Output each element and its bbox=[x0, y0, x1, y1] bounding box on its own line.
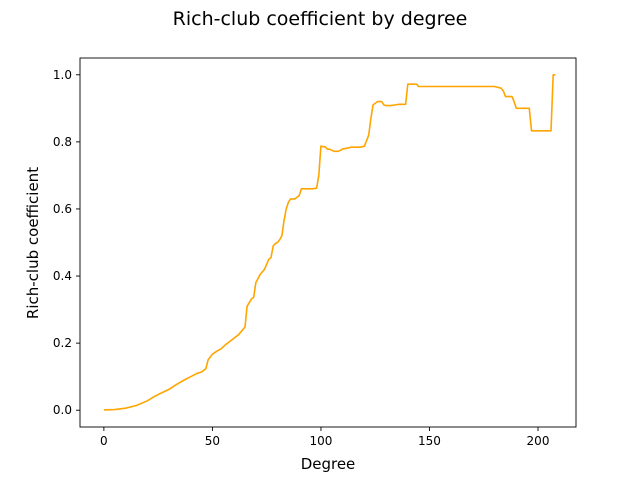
x-tick-label-1: 50 bbox=[205, 434, 220, 448]
y-tick-label-1: 0.2 bbox=[53, 336, 72, 350]
y-tick-label-4: 0.8 bbox=[53, 135, 72, 149]
y-tick-label-5: 1.0 bbox=[53, 68, 72, 82]
x-tick-label-0: 0 bbox=[100, 434, 108, 448]
plot-frame bbox=[79, 57, 577, 428]
chart-title: Rich-club coefficient by degree bbox=[172, 8, 468, 30]
y-tick-label-0: 0.0 bbox=[53, 403, 72, 417]
y-tick-label-2: 0.4 bbox=[53, 269, 72, 283]
x-axis-label: Degree bbox=[300, 455, 356, 473]
y-axis-label: Rich-club coefficient bbox=[24, 166, 42, 320]
x-tick-label-3: 150 bbox=[418, 434, 441, 448]
y-tick-label-3: 0.6 bbox=[53, 202, 72, 216]
series-line-0 bbox=[103, 74, 556, 411]
x-tick-label-4: 200 bbox=[527, 434, 550, 448]
x-tick-label-2: 100 bbox=[309, 434, 332, 448]
